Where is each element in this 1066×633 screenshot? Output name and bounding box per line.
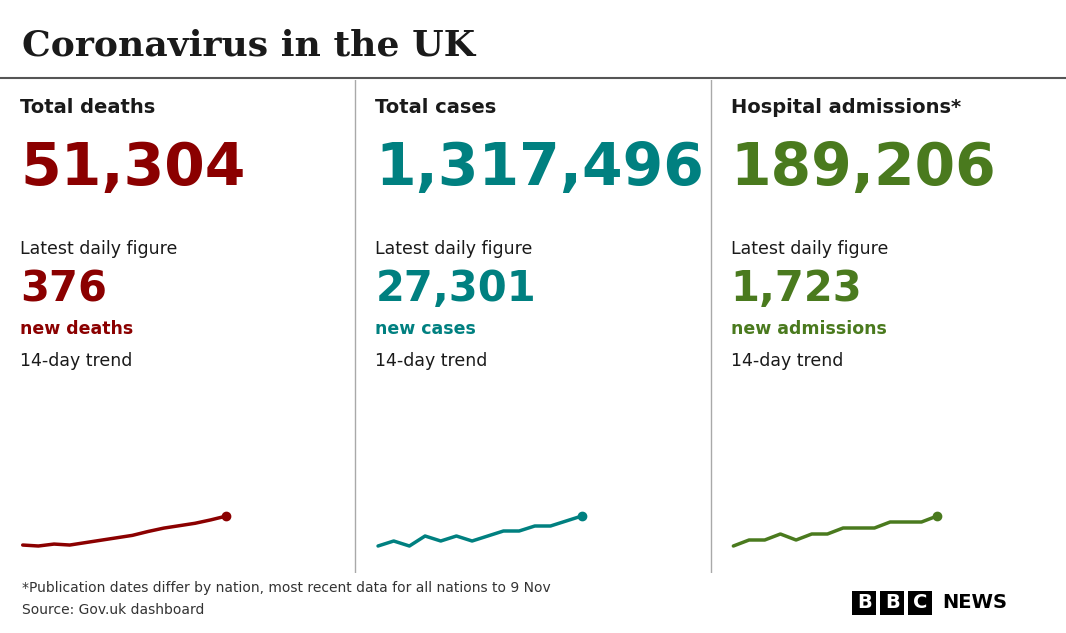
Text: 376: 376: [20, 268, 107, 310]
Text: new deaths: new deaths: [20, 320, 133, 338]
FancyBboxPatch shape: [852, 591, 876, 615]
Text: 14-day trend: 14-day trend: [730, 352, 843, 370]
Text: Latest daily figure: Latest daily figure: [20, 240, 177, 258]
Text: 51,304: 51,304: [20, 140, 245, 197]
Text: Hospital admissions*: Hospital admissions*: [730, 98, 960, 117]
Text: Source: Gov.uk dashboard: Source: Gov.uk dashboard: [22, 603, 205, 617]
Text: 14-day trend: 14-day trend: [20, 352, 132, 370]
Text: B: B: [885, 594, 900, 613]
Text: Total cases: Total cases: [375, 98, 497, 117]
FancyBboxPatch shape: [908, 591, 932, 615]
Text: Latest daily figure: Latest daily figure: [375, 240, 533, 258]
Text: new cases: new cases: [375, 320, 477, 338]
Text: Latest daily figure: Latest daily figure: [730, 240, 888, 258]
Text: B: B: [857, 594, 872, 613]
Text: 189,206: 189,206: [730, 140, 997, 197]
Text: Coronavirus in the UK: Coronavirus in the UK: [22, 28, 475, 62]
Text: 14-day trend: 14-day trend: [375, 352, 488, 370]
Text: NEWS: NEWS: [942, 594, 1007, 613]
FancyBboxPatch shape: [881, 591, 904, 615]
Text: 27,301: 27,301: [375, 268, 536, 310]
Text: C: C: [912, 594, 927, 613]
Text: new admissions: new admissions: [730, 320, 887, 338]
Text: Total deaths: Total deaths: [20, 98, 156, 117]
Text: *Publication dates differ by nation, most recent data for all nations to 9 Nov: *Publication dates differ by nation, mos…: [22, 581, 551, 595]
Text: 1,317,496: 1,317,496: [375, 140, 705, 197]
Text: 1,723: 1,723: [730, 268, 862, 310]
